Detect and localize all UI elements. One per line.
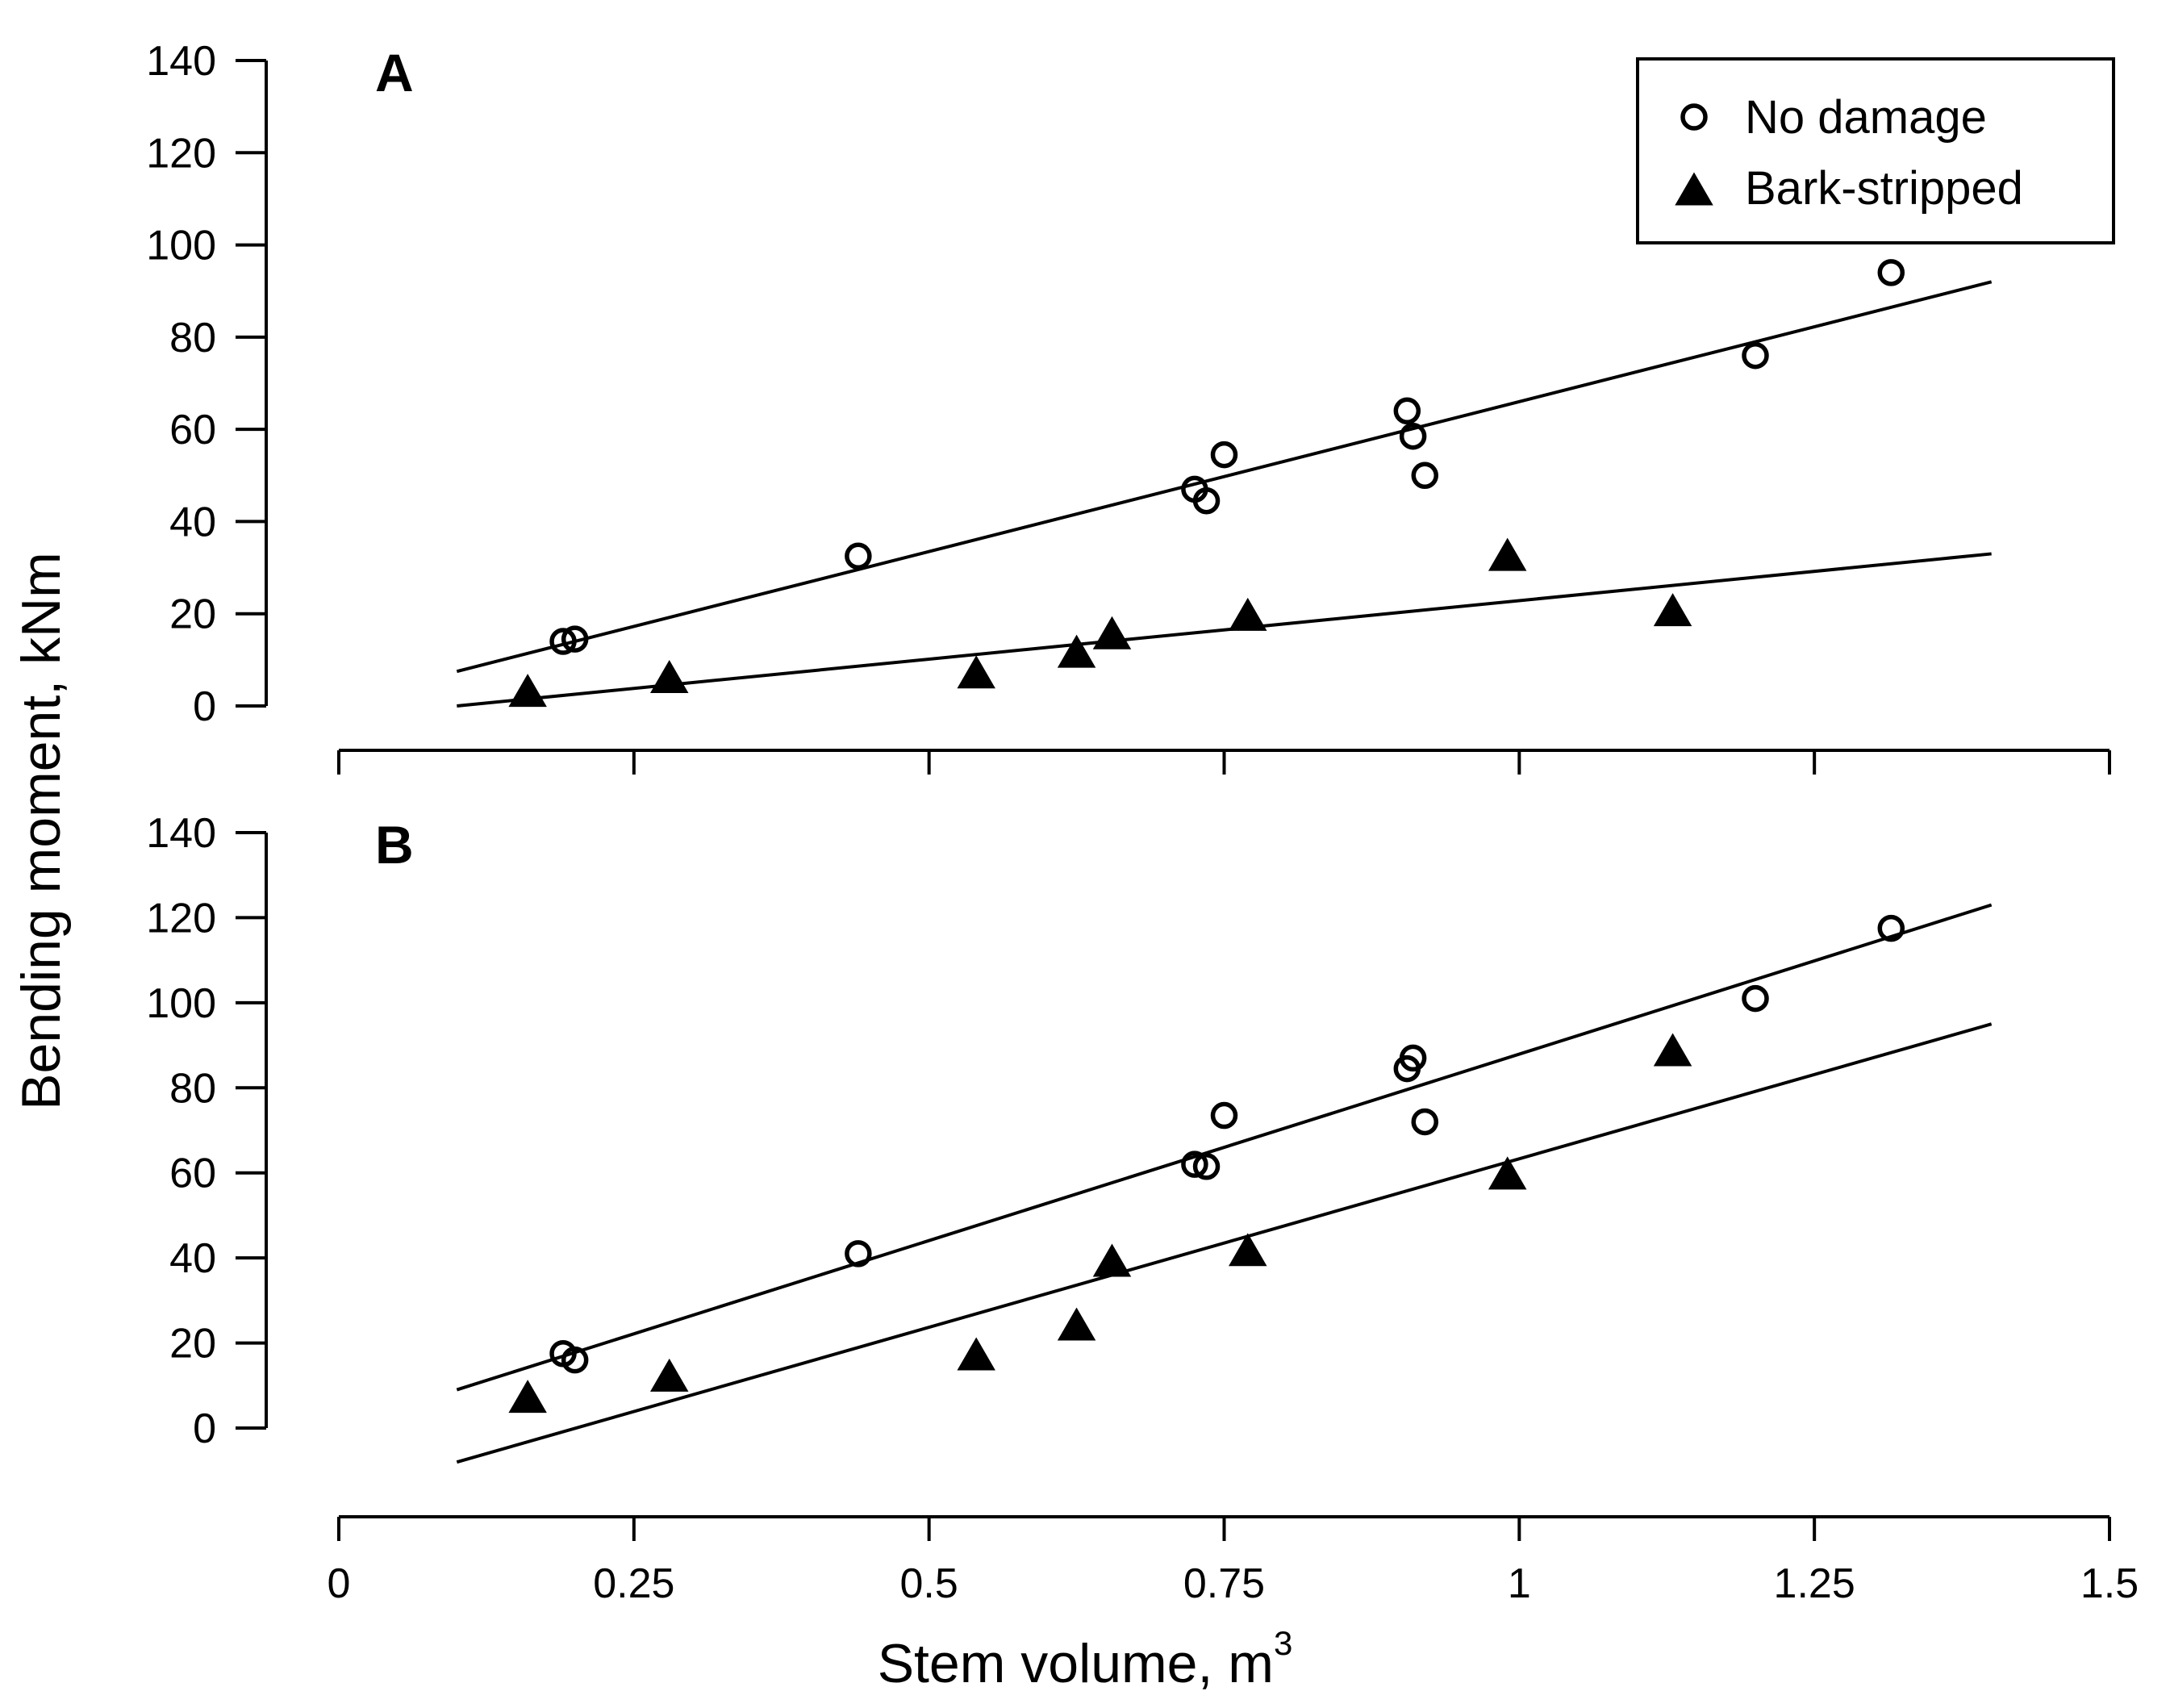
data-point-circle <box>1210 441 1238 469</box>
data-point-triangle <box>1488 537 1527 571</box>
data-point-circle <box>1742 341 1769 370</box>
data-point-circle <box>1393 397 1421 425</box>
series-no-damage <box>456 903 1993 1392</box>
data-point-triangle <box>1653 593 1692 627</box>
series-bark-stripped <box>456 1022 1993 1464</box>
data-point-triangle <box>1057 1307 1096 1341</box>
y-axis-title: Bending moment, kNm <box>10 552 72 1110</box>
panels: 0 20 40 60 80 100 120 140 A 0 20 40 60 80 100 120 140 0 0.… <box>146 38 2139 1607</box>
data-point-triangle <box>649 1358 689 1392</box>
data-point-circle <box>1399 1044 1427 1072</box>
data-point-triangle <box>957 655 995 689</box>
y-tick-label: 60 <box>169 407 216 453</box>
x-tick-label: 0.5 <box>900 1560 958 1607</box>
data-point-circle <box>561 625 589 653</box>
data-point-circle <box>1192 1153 1221 1180</box>
x-axis-title-superscript: 3 <box>1274 1624 1292 1662</box>
data-point-circle <box>1192 487 1221 515</box>
y-tick-label: 60 <box>169 1150 216 1197</box>
y-tick-label: 140 <box>146 810 216 857</box>
legend-label: No damage <box>1745 91 1987 144</box>
panel-label: A <box>375 43 414 102</box>
data-point-triangle <box>1653 1033 1692 1067</box>
data-point-triangle <box>1488 1156 1527 1190</box>
x-axis-panel-a <box>337 749 2111 775</box>
series-bark-stripped <box>457 537 1992 708</box>
x-tick-label: 1 <box>1508 1560 1531 1607</box>
y-tick-label: 80 <box>169 1065 216 1112</box>
data-point-circle <box>1210 1101 1238 1130</box>
y-tick-label: 20 <box>169 1321 216 1368</box>
fit-line <box>456 280 1993 674</box>
y-tick-label: 40 <box>169 1235 216 1282</box>
x-axis-panel-b: 0 0.25 0.5 0.75 1 1.25 1.5 <box>328 1515 2139 1607</box>
y-tick-label: 120 <box>146 130 216 177</box>
x-axis-title-text: Stem volume, m <box>878 1633 1274 1694</box>
legend-marker-triangle <box>1675 172 1713 206</box>
y-tick-label: 140 <box>146 38 216 85</box>
x-tick-label: 1.5 <box>2080 1560 2139 1607</box>
data-point-circle <box>845 542 872 570</box>
data-point-triangle <box>649 660 689 694</box>
panel-label: B <box>375 815 414 875</box>
data-point-triangle <box>1229 597 1267 631</box>
legend-entry: Bark-stripped <box>1675 162 2023 215</box>
data-point-triangle <box>957 1337 995 1371</box>
data-point-circle <box>1411 461 1439 490</box>
y-tick-label: 40 <box>169 499 216 545</box>
data-point-circle <box>1742 984 1769 1013</box>
data-point-triangle <box>1229 1233 1267 1267</box>
x-axis-title: Stem volume, m3 <box>878 1624 1293 1694</box>
x-tick-label: 1.25 <box>1774 1560 1855 1607</box>
data-point-triangle <box>1092 1243 1132 1277</box>
data-point-circle <box>845 1240 872 1267</box>
x-tick-label: 0 <box>328 1560 351 1607</box>
data-point-triangle <box>508 1380 547 1414</box>
series-no-damage <box>456 259 1993 674</box>
y-axis-panel-b: 0 20 40 60 80 100 120 140 <box>146 810 268 1452</box>
y-tick-label: 80 <box>169 315 216 361</box>
fit-line <box>456 903 1993 1392</box>
fit-line <box>456 1022 1993 1464</box>
legend-entry: No damage <box>1680 91 1987 144</box>
data-point-triangle <box>508 674 547 708</box>
y-tick-label: 100 <box>146 980 216 1027</box>
y-tick-label: 0 <box>193 1405 216 1452</box>
data-point-circle <box>561 1346 589 1374</box>
legend-marker-circle <box>1680 103 1708 131</box>
panel-b: 0 20 40 60 80 100 120 140 0 0.25 0.5 0.75 1 1.25 1.5 B <box>146 810 2139 1607</box>
data-point-circle <box>1399 422 1427 450</box>
data-point-circle <box>549 628 577 655</box>
y-axis-panel-a: 0 20 40 60 80 100 120 140 <box>146 38 268 730</box>
legend-label: Bark-stripped <box>1745 162 2023 215</box>
y-tick-label: 20 <box>169 591 216 638</box>
data-point-circle <box>1181 1150 1208 1178</box>
panel-a: 0 20 40 60 80 100 120 140 A <box>146 38 2111 775</box>
x-tick-label: 0.25 <box>593 1560 674 1607</box>
legend: No damage Bark-stripped <box>1636 57 2115 244</box>
legend-box <box>1636 57 2115 244</box>
x-tick-label: 0.75 <box>1183 1560 1265 1607</box>
data-point-triangle <box>1092 616 1132 649</box>
data-point-circle <box>1877 259 1905 286</box>
y-tick-label: 120 <box>146 895 216 942</box>
fit-line <box>457 552 1992 708</box>
data-point-circle <box>1877 914 1905 942</box>
data-point-triangle <box>1057 634 1096 668</box>
y-tick-label: 100 <box>146 223 216 269</box>
data-point-circle <box>1411 1108 1439 1136</box>
y-tick-label: 0 <box>193 683 216 730</box>
